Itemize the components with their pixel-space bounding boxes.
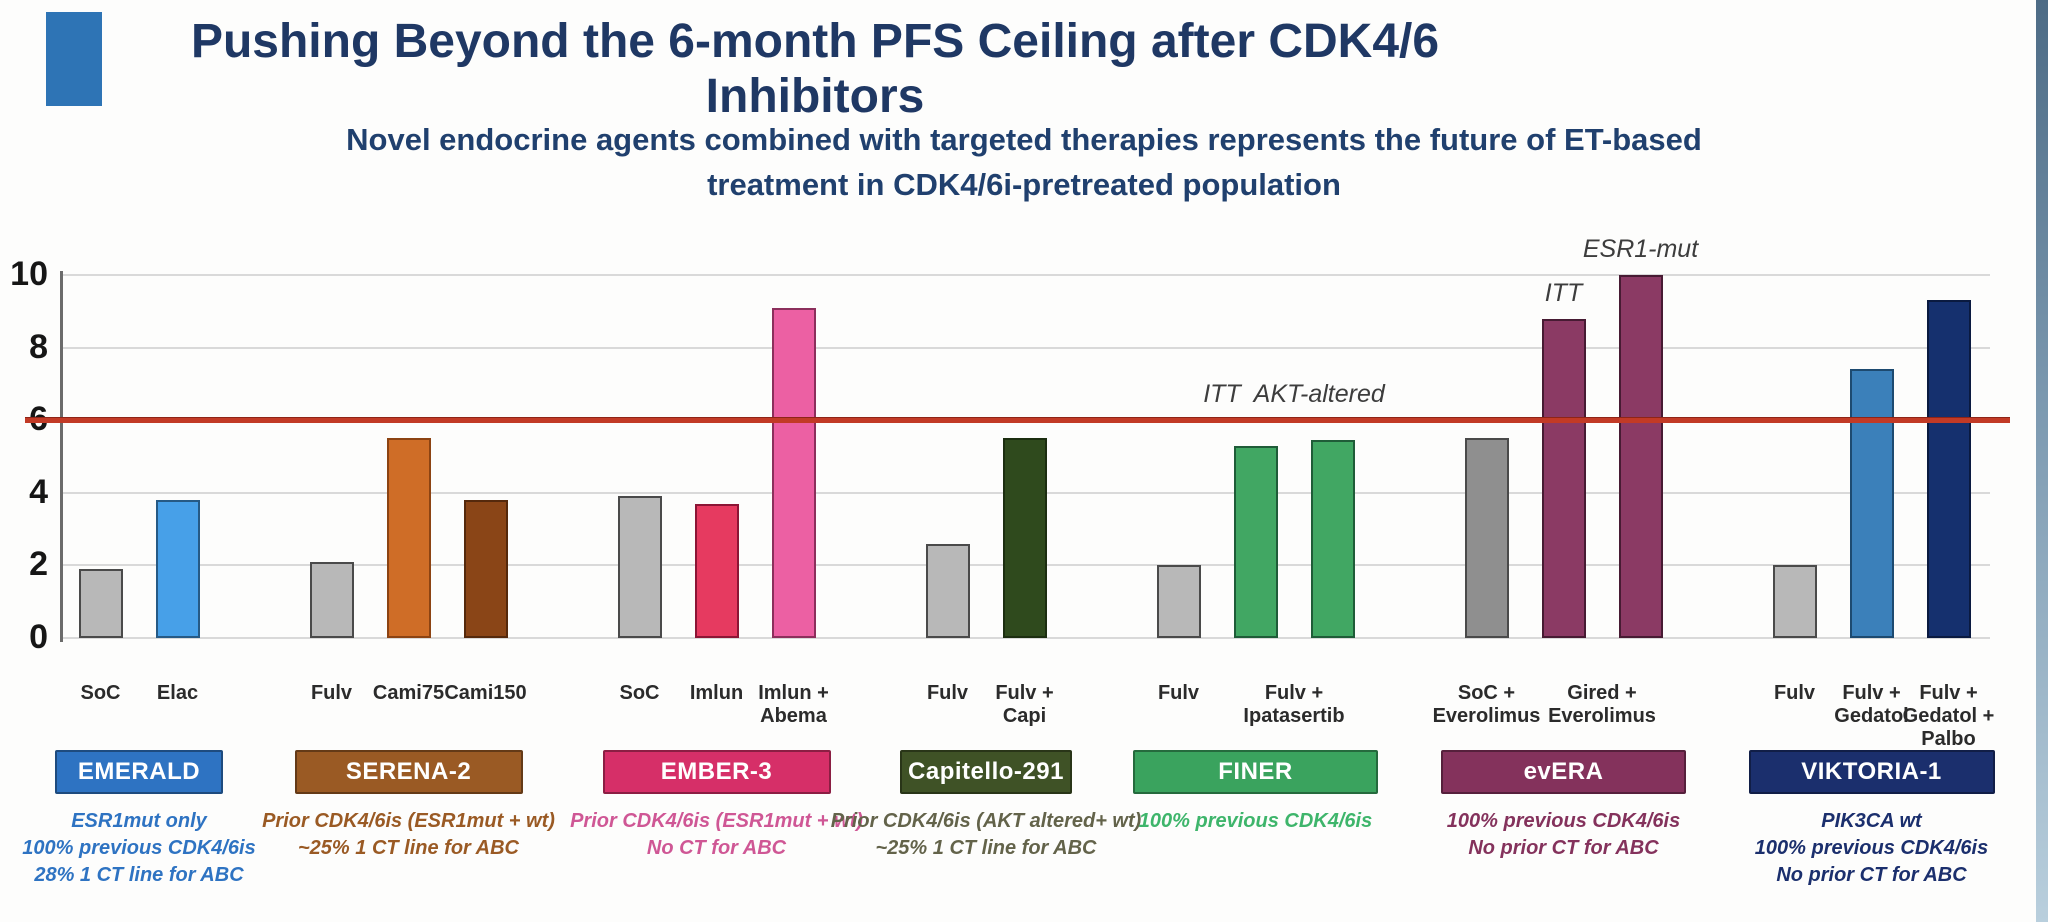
trial-banner-viktoria-1: VIKTORIA-1 — [1748, 750, 1995, 794]
y-tick-label: 8 — [29, 327, 48, 366]
trial-footnote-viktoria-1: PIK3CA wt 100% previous CDK4/6is No prio… — [1754, 810, 1989, 886]
bar-ember-3-imlun — [694, 503, 739, 638]
x-label-imlun-abema: Imlun + Abema — [758, 682, 829, 727]
trial-footnote-emerald: ESR1mut only 100% previous CDK4/6is 28% … — [22, 810, 256, 886]
x-label-cami75: Cami75 — [372, 682, 445, 704]
title-accent-bar — [46, 12, 102, 106]
trial-footnote-finer: 100% previous CDK4/6is — [1138, 810, 1373, 832]
bar-evera-gired-everolimus-itt — [1541, 318, 1586, 638]
x-label-cami150: Cami150 — [444, 682, 527, 704]
trial-footnote-capitello-291: Prior CDK4/6is (AKT altered+ wt) ~25% 1 … — [830, 810, 1142, 859]
annotation-esr1-mut: ESR1-mut — [1582, 235, 1699, 263]
bar-evera-soc-everolimus — [1464, 438, 1509, 638]
x-label-elac: Elac — [156, 682, 199, 704]
x-label-fulv-capi: Fulv + Capi — [995, 682, 1054, 727]
x-label-soc: SoC — [80, 682, 121, 704]
gridline — [62, 346, 1990, 349]
y-tick-label: 10 — [10, 255, 48, 293]
bar-viktoria-1-fulv-gedatol — [1849, 369, 1894, 638]
bar-viktoria-1-fulv — [1772, 565, 1817, 638]
bar-serena-2-cami75 — [386, 438, 431, 638]
bar-serena-2-cami150 — [463, 500, 508, 638]
bar-capitello-291-fulv-capi — [1002, 438, 1047, 638]
x-label-fulv: Fulv — [1157, 682, 1200, 704]
x-label-fulv-ipatasertib: Fulv + Ipatasertib — [1243, 682, 1345, 727]
x-label-soc: SoC — [619, 682, 660, 704]
x-label-fulv: Fulv — [926, 682, 969, 704]
y-tick-label: 4 — [29, 472, 48, 511]
bar-capitello-291-fulv — [925, 543, 970, 638]
annotation-itt-akt-altered: ITT AKT-altered — [1203, 380, 1385, 409]
x-label-fulv: Fulv — [1773, 682, 1816, 704]
bar-serena-2-fulv — [309, 561, 354, 638]
trial-banner-finer: FINER — [1133, 750, 1378, 794]
right-edge-strip — [2036, 0, 2048, 922]
gridline — [62, 637, 1990, 639]
y-tick-label: 2 — [29, 545, 48, 584]
bar-ember-3-imlun-abema — [771, 307, 816, 638]
bar-emerald-elac — [155, 500, 200, 638]
bar-ember-3-soc — [617, 496, 662, 638]
bar-emerald-soc — [78, 569, 123, 638]
bar-finer-fulv-ipatasertib-akt-altered — [1310, 440, 1355, 638]
bar-finer-fulv-ipatasertib-itt — [1233, 445, 1278, 638]
x-label-gired-everolimus: Gired + Everolimus — [1548, 682, 1656, 727]
page-title: Pushing Beyond the 6-month PFS Ceiling a… — [190, 15, 1440, 123]
trial-banner-ember-3: EMBER-3 — [602, 750, 831, 794]
slide-subtitle: Novel endocrine agents combined with tar… — [346, 122, 1702, 202]
ceiling-line — [25, 417, 2010, 424]
trial-banner-serena-2: SERENA-2 — [294, 750, 523, 794]
trial-banner-evera: evERA — [1441, 750, 1686, 794]
x-label-soc-everolimus: SoC + Everolimus — [1432, 682, 1541, 727]
trial-footnote-ember-3: Prior CDK4/6is (ESR1mut + wt) No CT for … — [570, 810, 863, 859]
trial-banner-emerald: EMERALD — [55, 750, 223, 794]
trial-footnote-evera: 100% previous CDK4/6is No prior CT for A… — [1446, 810, 1681, 859]
bar-viktoria-1-fulv-gedatol-palbo — [1926, 300, 1971, 638]
x-label-imlun: Imlun — [689, 682, 744, 704]
x-label-fulv-gedatol-palbo: Fulv + Gedatol + Palbo — [1902, 682, 1995, 750]
trial-footnote-serena-2: Prior CDK4/6is (ESR1mut + wt) ~25% 1 CT … — [262, 810, 555, 859]
x-label-fulv-gedatol: Fulv + Gedatol — [1834, 682, 1909, 727]
y-axis — [60, 271, 63, 642]
gridline — [62, 274, 1990, 276]
y-tick-label: 0 — [29, 618, 48, 656]
bar-evera-gired-everolimus-esr1-mut — [1618, 275, 1663, 638]
trial-banner-capitello-291: Capitello-291 — [900, 750, 1072, 794]
annotation-itt: ITT — [1544, 278, 1583, 307]
bar-finer-fulv — [1156, 565, 1201, 638]
x-label-fulv: Fulv — [310, 682, 353, 704]
